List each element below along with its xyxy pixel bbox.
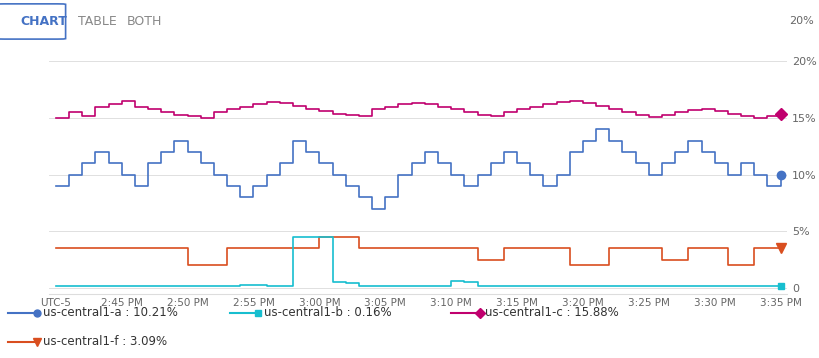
Text: BOTH: BOTH (127, 15, 162, 28)
Text: 20%: 20% (788, 16, 812, 26)
Text: CHART: CHART (20, 15, 67, 28)
Text: TABLE: TABLE (78, 15, 116, 28)
Text: us-central1-c : 15.88%: us-central1-c : 15.88% (485, 306, 618, 319)
Text: us-central1-f : 3.09%: us-central1-f : 3.09% (43, 335, 166, 348)
FancyBboxPatch shape (0, 4, 66, 39)
Text: us-central1-b : 0.16%: us-central1-b : 0.16% (264, 306, 391, 319)
Text: us-central1-a : 10.21%: us-central1-a : 10.21% (43, 306, 177, 319)
